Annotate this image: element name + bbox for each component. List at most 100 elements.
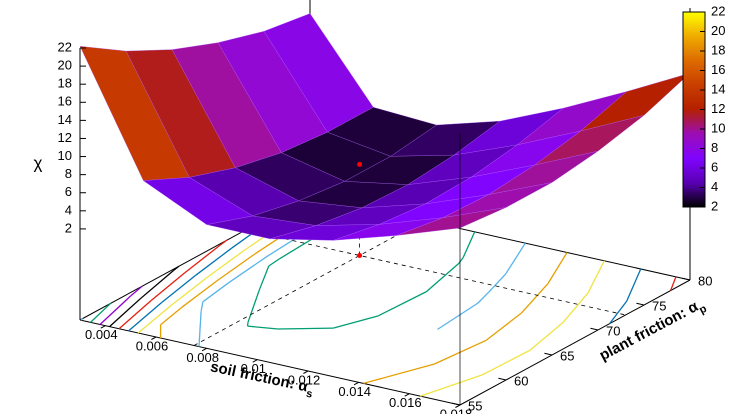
z-tick-label: 18 <box>58 76 72 91</box>
contour-line <box>181 279 219 308</box>
y-tick <box>682 277 691 281</box>
contour-line <box>591 260 605 285</box>
z-tick-label: 14 <box>58 112 72 127</box>
y-tick <box>636 302 645 306</box>
contour-line <box>130 285 143 297</box>
x-tick-label: 0.006 <box>136 338 169 353</box>
colorbar-tick-label: 6 <box>711 159 718 174</box>
colorbar-tick-label: 8 <box>711 140 718 155</box>
surface-cell <box>396 207 507 236</box>
contour-line <box>529 321 564 351</box>
contour-line <box>437 302 479 330</box>
contour-line <box>562 292 589 323</box>
x-tick <box>353 381 359 386</box>
contour-line <box>377 291 427 317</box>
y-tick <box>452 402 461 406</box>
x-tick-label: 0.01 <box>241 361 266 376</box>
x-tick-label: 0.014 <box>338 384 371 399</box>
contour-line <box>333 315 379 329</box>
y-tick-label: 55 <box>468 398 482 413</box>
axis-label-subscript: s <box>305 388 313 401</box>
contour-line <box>128 302 162 332</box>
z-tick-label: 12 <box>58 130 72 145</box>
axis-label-subscript: p <box>697 303 709 317</box>
contour-line <box>547 252 568 284</box>
colorbar-tick-label: 18 <box>711 42 725 57</box>
contour-line <box>247 325 279 330</box>
contour-line <box>195 247 233 276</box>
contour-line <box>462 231 476 258</box>
x-tick-label: 0.008 <box>186 350 219 365</box>
contour-line <box>171 277 208 306</box>
x-tick-label: 0.016 <box>389 395 422 410</box>
contour-line <box>137 304 172 334</box>
x-tick-label: 0.012 <box>288 372 321 387</box>
x-tick <box>455 404 461 408</box>
y-tick <box>590 327 599 331</box>
y-tick <box>544 352 553 356</box>
contour-line <box>140 269 175 299</box>
x-tick <box>252 359 258 363</box>
contour-line <box>268 258 280 267</box>
minimum-base-point <box>357 253 363 258</box>
y-tick <box>498 377 507 381</box>
contour-line <box>202 282 230 303</box>
contour-line <box>363 363 435 385</box>
z-tick-label: 8 <box>65 166 72 181</box>
y-tick-label: 75 <box>652 298 666 313</box>
contour-line <box>477 291 490 304</box>
x-tick <box>303 370 309 374</box>
x-tick <box>201 347 207 352</box>
base-edge <box>459 279 691 406</box>
contour-line <box>247 289 261 323</box>
z-axis-label: χ <box>34 153 43 172</box>
y-tick-label: 60 <box>514 373 528 388</box>
contour-line <box>521 283 549 314</box>
colorbar-tick-label: 22 <box>711 3 725 18</box>
base-edge <box>79 319 461 406</box>
z-tick-label: 20 <box>58 58 72 73</box>
contour-line <box>198 311 202 347</box>
contour-line <box>587 284 593 293</box>
contour-line <box>277 327 334 330</box>
contour-line <box>200 301 204 312</box>
contour-line <box>420 374 483 397</box>
contour-line <box>258 265 270 290</box>
contour-line <box>150 272 186 302</box>
contour-line <box>219 239 228 246</box>
contour-line <box>217 252 257 281</box>
z-tick-label: 4 <box>65 202 72 217</box>
y-tick-label: 70 <box>606 323 620 338</box>
z-tick-label: 6 <box>65 184 72 199</box>
x-tick <box>100 325 106 329</box>
contour-line <box>458 257 464 264</box>
y-tick-label: 65 <box>560 348 574 363</box>
contour-line <box>160 274 197 304</box>
colorbar-tick-label: 10 <box>711 120 725 135</box>
contour-line <box>505 242 526 275</box>
contour-line <box>80 318 84 321</box>
z-tick-label: 2 <box>65 220 72 235</box>
guide-line <box>193 220 425 346</box>
z-tick-label: 10 <box>58 148 72 163</box>
colorbar-tick-label: 16 <box>711 62 725 77</box>
z-tick-label: 16 <box>58 94 72 109</box>
contour-line <box>173 265 180 271</box>
contour-line <box>160 306 183 326</box>
colorbar-tick-label: 4 <box>711 179 718 194</box>
contour-line <box>206 250 245 279</box>
z-tick-label: 22 <box>58 39 72 54</box>
x-tick <box>151 336 157 340</box>
x-tick-label: 0.018 <box>440 406 473 414</box>
contour-line <box>90 302 112 323</box>
contour-line <box>485 312 522 341</box>
y-tick-label: 80 <box>698 273 712 288</box>
contour-line <box>99 295 132 325</box>
contour-line <box>482 349 531 376</box>
contour-line <box>426 263 460 293</box>
contour-line <box>608 300 628 325</box>
x-tick <box>404 393 410 397</box>
guide-line <box>245 229 626 316</box>
contour-line <box>184 244 221 274</box>
